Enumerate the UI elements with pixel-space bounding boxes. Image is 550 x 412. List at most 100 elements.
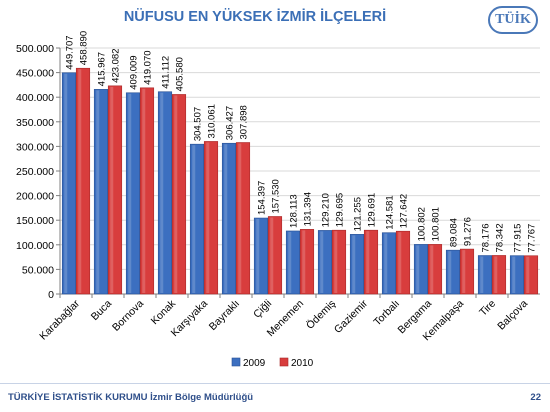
bar-2010 (427, 244, 443, 295)
bar-highlight (352, 235, 356, 293)
bar-2010 (203, 141, 219, 295)
bar-highlight (192, 145, 196, 293)
bar-highlight (384, 233, 388, 293)
bar-2010 (363, 229, 379, 295)
bar-2010 (171, 94, 187, 295)
data-label: 306.427 (225, 106, 236, 140)
bar-2010 (139, 87, 155, 295)
bar-highlight (288, 231, 292, 293)
bar-highlight (110, 86, 114, 293)
bar-2010 (107, 85, 123, 295)
bar-2009 (285, 230, 301, 295)
x-tick-label: Çiğli (251, 298, 274, 321)
y-tick-label: 200.000 (16, 191, 54, 203)
y-tick-label: 450.000 (16, 68, 54, 80)
bar-2009 (61, 72, 77, 295)
bar-2010 (235, 142, 251, 295)
bar-2009 (93, 89, 109, 295)
bar-2009 (253, 217, 269, 295)
x-tick-label: Karabağlar (37, 297, 82, 342)
data-label: 124.581 (385, 195, 396, 229)
bar-2010 (523, 255, 539, 295)
data-label: 307.898 (239, 105, 250, 139)
bar-2009 (317, 230, 333, 295)
data-label: 411.112 (161, 56, 172, 89)
x-tick-label: Konak (149, 297, 179, 327)
bar-highlight (96, 90, 100, 293)
y-tick-label: 300.000 (16, 141, 54, 153)
bar-highlight (416, 245, 420, 293)
data-label: 131.394 (303, 192, 314, 226)
data-label: 458.890 (79, 31, 90, 65)
data-label: 154.397 (257, 181, 268, 215)
bar-highlight (430, 245, 434, 293)
bar-highlight (480, 256, 484, 293)
data-label: 121.255 (353, 197, 364, 231)
data-label: 415.967 (97, 52, 108, 86)
bar-2010 (267, 216, 283, 295)
bar-highlight (78, 69, 82, 293)
legend-swatch-2009 (231, 357, 241, 367)
bar-2009 (125, 92, 141, 295)
bar-2009 (445, 249, 461, 295)
data-label: 100.801 (431, 207, 442, 241)
y-tick-label: 500.000 (16, 43, 54, 55)
y-tick-label: 350.000 (16, 117, 54, 129)
y-tick-label: 250.000 (16, 166, 54, 178)
legend-label-2010: 2010 (291, 358, 314, 369)
bar-2009 (157, 91, 173, 295)
data-label: 78.342 (495, 223, 506, 252)
bar-chart: 0 50.000 100.000 150.000 200.000 250.000 300.0… (16, 31, 540, 369)
bar-highlight (128, 93, 132, 293)
data-label: 77.915 (513, 224, 524, 253)
bar-2009 (189, 143, 205, 295)
bar-2010 (459, 248, 475, 295)
bar-highlight (160, 92, 164, 293)
x-tick-label: Torbalı (371, 298, 402, 329)
slide-title: NÜFUSU EN YÜKSEK İZMİR İLÇELERİ (123, 9, 387, 25)
x-tick-label: Buca (89, 298, 115, 324)
bar-highlight (224, 144, 228, 293)
data-label: 304.507 (193, 107, 204, 141)
bar-highlight (398, 232, 402, 293)
data-label: 78.176 (481, 223, 492, 252)
data-label: 129.695 (335, 193, 346, 227)
legend-label-2009: 2009 (243, 358, 266, 369)
bar-highlight (142, 88, 146, 293)
footer-text: TÜRKİYE İSTATİSTİK KURUMU İzmir Bölge Mü… (8, 392, 254, 403)
x-tick-label: Gaziemir (332, 297, 371, 336)
bar-2009 (221, 142, 237, 295)
bar-highlight (238, 143, 242, 293)
bar-2010 (299, 229, 315, 295)
bar-highlight (494, 256, 498, 293)
x-tick-label: Tire (477, 298, 498, 319)
bar-highlight (462, 250, 466, 293)
data-label: 77.767 (527, 224, 538, 253)
data-label: 405.580 (175, 57, 186, 91)
data-label: 310.061 (207, 104, 218, 138)
data-label: 128.113 (289, 194, 300, 228)
bar-highlight (448, 251, 452, 293)
bar-highlight (270, 217, 274, 293)
bar-2010 (395, 230, 411, 295)
bar-highlight (366, 231, 370, 293)
bar-2009 (413, 244, 429, 295)
data-label: 157.530 (271, 179, 282, 213)
bar-2009 (349, 234, 365, 295)
bar-highlight (526, 256, 530, 293)
bar-2010 (491, 255, 507, 295)
y-tick-label: 0 (48, 289, 54, 301)
bar-2009 (477, 255, 493, 295)
bar-highlight (302, 230, 306, 293)
bar-2009 (381, 232, 397, 295)
bar-highlight (174, 95, 178, 293)
data-label: 409.009 (129, 55, 140, 89)
bar-highlight (512, 256, 516, 293)
bar-highlight (320, 231, 324, 293)
y-tick-label: 150.000 (16, 215, 54, 227)
x-tick-label: Balçova (495, 298, 530, 333)
bar-highlight (64, 73, 68, 293)
bar-highlight (256, 219, 260, 293)
bar-2009 (509, 255, 525, 295)
tuik-logo: TÜİK (488, 6, 538, 34)
